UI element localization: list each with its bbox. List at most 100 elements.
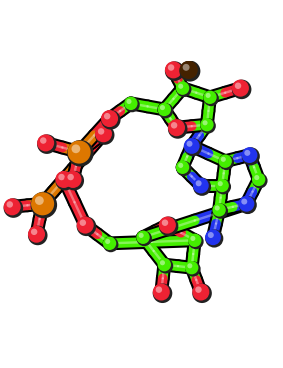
Circle shape	[221, 157, 226, 162]
Circle shape	[242, 147, 258, 163]
Circle shape	[160, 105, 165, 110]
Circle shape	[159, 216, 176, 234]
Circle shape	[205, 93, 211, 98]
Circle shape	[31, 229, 37, 235]
Circle shape	[165, 61, 185, 81]
Circle shape	[200, 118, 216, 134]
Circle shape	[193, 178, 209, 194]
Circle shape	[203, 120, 208, 125]
Circle shape	[158, 103, 173, 118]
Circle shape	[77, 216, 96, 236]
Circle shape	[171, 122, 177, 128]
Circle shape	[215, 205, 220, 210]
Circle shape	[136, 231, 152, 246]
Circle shape	[235, 82, 241, 89]
Circle shape	[101, 110, 121, 130]
Circle shape	[252, 173, 265, 186]
Circle shape	[68, 141, 91, 164]
Circle shape	[205, 229, 223, 248]
Circle shape	[67, 174, 74, 180]
Circle shape	[124, 97, 140, 112]
Circle shape	[105, 239, 110, 244]
Circle shape	[35, 196, 44, 205]
Circle shape	[183, 64, 190, 71]
Circle shape	[67, 140, 94, 167]
Circle shape	[101, 110, 118, 127]
Circle shape	[176, 160, 189, 174]
Circle shape	[185, 261, 198, 275]
Circle shape	[4, 198, 21, 215]
Circle shape	[215, 179, 229, 192]
Circle shape	[139, 233, 144, 238]
Circle shape	[28, 226, 48, 245]
Circle shape	[40, 137, 46, 144]
Circle shape	[31, 192, 57, 218]
Circle shape	[127, 99, 132, 104]
Circle shape	[232, 79, 249, 97]
Circle shape	[104, 113, 110, 120]
Circle shape	[65, 171, 84, 191]
Circle shape	[168, 119, 188, 139]
Circle shape	[239, 196, 254, 212]
Circle shape	[192, 283, 209, 301]
Circle shape	[55, 171, 75, 191]
Circle shape	[186, 141, 192, 147]
Circle shape	[58, 174, 65, 180]
Circle shape	[72, 144, 80, 153]
Circle shape	[203, 91, 217, 104]
Circle shape	[205, 229, 221, 245]
Circle shape	[241, 199, 247, 205]
Circle shape	[124, 97, 138, 110]
Circle shape	[187, 263, 192, 268]
Circle shape	[103, 237, 116, 250]
Circle shape	[208, 232, 214, 238]
Circle shape	[244, 150, 250, 156]
Circle shape	[156, 286, 162, 293]
Circle shape	[196, 180, 201, 186]
Circle shape	[28, 226, 45, 243]
Circle shape	[176, 161, 192, 176]
Circle shape	[158, 258, 173, 273]
Circle shape	[7, 201, 13, 208]
Circle shape	[192, 283, 212, 303]
Circle shape	[232, 79, 251, 99]
Circle shape	[218, 155, 232, 168]
Circle shape	[158, 258, 171, 271]
Circle shape	[136, 231, 150, 244]
Circle shape	[178, 84, 183, 89]
Circle shape	[80, 219, 86, 226]
Circle shape	[98, 128, 104, 135]
Circle shape	[162, 219, 168, 226]
Circle shape	[95, 125, 115, 145]
Circle shape	[153, 283, 172, 303]
Circle shape	[179, 61, 198, 79]
Circle shape	[239, 196, 257, 214]
Circle shape	[188, 234, 204, 249]
Circle shape	[31, 192, 54, 215]
Circle shape	[219, 155, 234, 170]
Circle shape	[213, 203, 226, 216]
Circle shape	[184, 138, 200, 154]
Circle shape	[203, 91, 219, 106]
Circle shape	[190, 236, 196, 241]
Circle shape	[103, 237, 119, 252]
Circle shape	[65, 171, 82, 188]
Circle shape	[254, 175, 259, 180]
Circle shape	[188, 234, 201, 247]
Circle shape	[213, 204, 228, 219]
Circle shape	[252, 173, 267, 188]
Circle shape	[37, 134, 54, 152]
Circle shape	[179, 61, 200, 82]
Circle shape	[77, 216, 94, 234]
Circle shape	[242, 147, 260, 165]
Circle shape	[185, 261, 201, 277]
Circle shape	[216, 179, 231, 194]
Circle shape	[193, 178, 211, 196]
Circle shape	[95, 125, 112, 142]
Circle shape	[165, 61, 182, 78]
Circle shape	[168, 119, 185, 136]
Circle shape	[218, 181, 223, 186]
Circle shape	[55, 171, 72, 188]
Circle shape	[160, 260, 165, 265]
Circle shape	[158, 103, 171, 116]
